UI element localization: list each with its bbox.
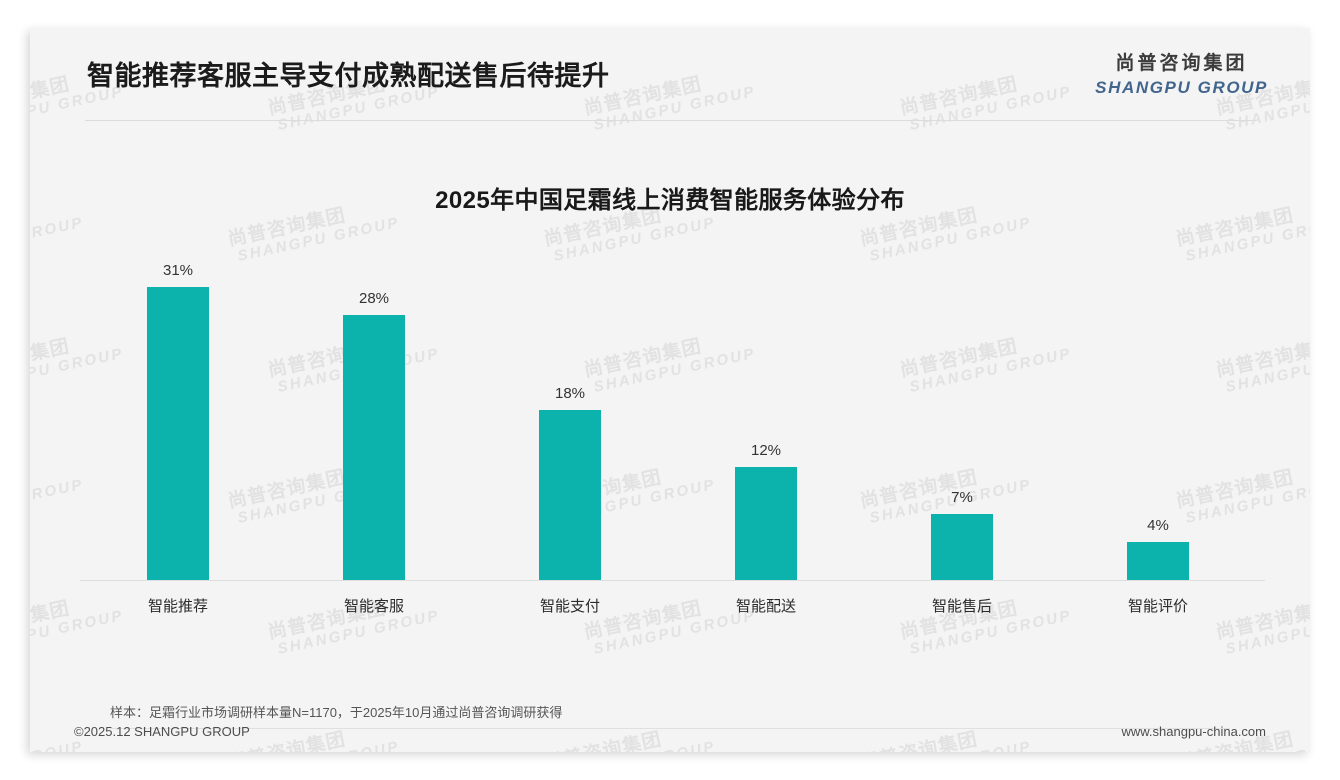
chart-area: 2025年中国足霜线上消费智能服务体验分布 31% 智能推荐 28% 智能客服 18% 智… [30, 120, 1310, 660]
bar [735, 467, 797, 580]
brand-logo-en: SHANGPU GROUP [1095, 77, 1268, 97]
brand-logo: 尚普咨询集团 SHANGPU GROUP [1095, 53, 1268, 98]
bar-group: 18% 智能支付 [472, 250, 668, 615]
footer-copyright: ©2025.12 SHANGPU GROUP [74, 724, 250, 739]
header-divider [85, 120, 1255, 121]
bar-category-label: 智能支付 [539, 598, 601, 615]
bar-group: 4% 智能评价 [1060, 250, 1256, 615]
footnote-container: 样本：足霜行业市场调研样本量N=1170，于2025年10月通过尚普咨询调研获得 [110, 702, 1230, 729]
bar-category-label: 智能推荐 [147, 598, 209, 615]
bar-group: 31% 智能推荐 [80, 250, 276, 615]
bar-category-label: 智能售后 [931, 598, 993, 615]
slide-header: 智能推荐客服主导支付成熟配送售后待提升 尚普咨询集团 SHANGPU GROUP [30, 28, 1310, 120]
bar-category-label: 智能配送 [735, 598, 797, 615]
bar [1127, 542, 1189, 580]
bar [539, 410, 601, 580]
bar-group: 28% 智能客服 [276, 250, 472, 615]
bar-group: 12% 智能配送 [668, 250, 864, 615]
bar-category-label: 智能客服 [343, 598, 405, 615]
slide-canvas: 尚普咨询集团 SHANGPU GROUP 尚普咨询集团 SHANGPU GROUP 尚普… [30, 28, 1310, 752]
page-title: 智能推荐客服主导支付成熟配送售后待提升 [87, 61, 610, 91]
bar-group: 7% 智能售后 [864, 250, 1060, 615]
bar-value-label: 12% [750, 442, 782, 459]
bar-value-label: 7% [951, 489, 973, 506]
bar-value-label: 4% [1147, 517, 1169, 534]
footer-url: www.shangpu-china.com [1121, 724, 1266, 739]
brand-logo-cn: 尚普咨询集团 [1115, 53, 1248, 74]
bar-value-label: 31% [162, 262, 194, 279]
bar [343, 315, 405, 580]
x-axis-line [80, 580, 1265, 581]
bar-value-label: 28% [358, 290, 390, 307]
chart-title: 2025年中国足霜线上消费智能服务体验分布 [435, 187, 905, 214]
bar-chart-plot: 31% 智能推荐 28% 智能客服 18% 智能支付 12% 智能配送 7% 智能售后 4% 智能评价 [80, 250, 1265, 615]
footnote-text: 样本：足霜行业市场调研样本量N=1170，于2025年10月通过尚普咨询调研获得 [110, 702, 1230, 729]
bar-category-label: 智能评价 [1127, 598, 1189, 615]
slide-footer: ©2025.12 SHANGPU GROUP www.shangpu-china… [30, 712, 1310, 752]
bar [931, 514, 993, 580]
bar-value-label: 18% [554, 385, 586, 402]
bar [147, 287, 209, 580]
